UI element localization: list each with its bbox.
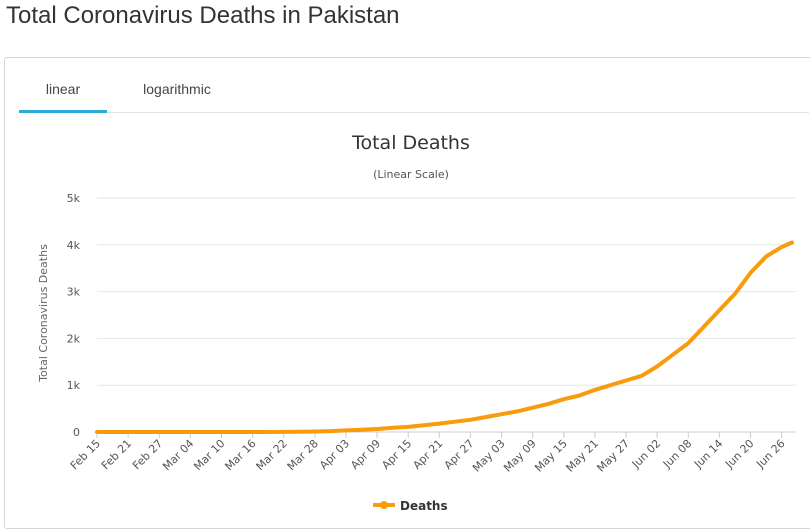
- legend-marker: [380, 501, 388, 509]
- y-tick-label: 0: [73, 426, 80, 439]
- x-tick-label: Apr 09: [348, 437, 383, 472]
- tab-linear[interactable]: linear: [19, 72, 107, 113]
- y-axis-ticks: 0 1k 2k 3k 4k 5k: [67, 192, 81, 439]
- gridlines: [97, 197, 796, 433]
- x-tick-label: Jun 02: [629, 437, 663, 471]
- x-tick-label: May 09: [501, 437, 539, 475]
- chart-subtitle: (Linear Scale): [373, 168, 449, 181]
- legend[interactable]: Deaths: [373, 499, 448, 513]
- x-tick-label: Mar 16: [222, 437, 258, 473]
- x-tick-label: Jun 20: [722, 437, 756, 471]
- y-axis-label: Total Coronavirus Deaths: [37, 244, 50, 383]
- series-line-deaths: [95, 240, 794, 434]
- x-tick-label: May 15: [532, 437, 570, 475]
- y-tick-label: 1k: [67, 379, 81, 392]
- x-tick-label: Mar 22: [254, 437, 290, 473]
- x-tick-label: May 03: [470, 437, 508, 475]
- x-tick-label: May 27: [594, 437, 632, 475]
- tab-logarithmic[interactable]: logarithmic: [143, 81, 211, 97]
- x-tick-label: Feb 15: [68, 437, 103, 472]
- chart-card: linear logarithmic: [4, 57, 810, 529]
- x-tick-label: Mar 10: [191, 437, 227, 473]
- y-tick-label: 2k: [67, 332, 81, 345]
- x-tick-label: Apr 15: [379, 437, 414, 472]
- y-tick-label: 5k: [67, 192, 81, 205]
- x-tick-label: Jun 08: [660, 437, 694, 471]
- x-tick-label: Apr 03: [317, 437, 352, 472]
- chart-svg: Total Deaths (Linear Scale) Total Corona…: [37, 132, 796, 513]
- x-tick-label: Feb 21: [99, 437, 134, 472]
- legend-label-deaths: Deaths: [400, 499, 448, 513]
- y-tick-label: 3k: [67, 286, 81, 299]
- x-tick-label: Jun 14: [691, 437, 725, 471]
- x-tick-label: Jun 26: [753, 437, 787, 471]
- page-title: Total Coronavirus Deaths in Pakistan: [6, 2, 400, 29]
- x-tick-label: Feb 27: [130, 437, 165, 472]
- chart-title: Total Deaths: [351, 132, 470, 154]
- x-tick-label: May 21: [563, 437, 601, 475]
- x-tick-label: Apr 21: [410, 437, 445, 472]
- scale-tabs: linear logarithmic: [19, 72, 809, 113]
- x-tick-label: Mar 28: [285, 437, 321, 473]
- y-tick-label: 4k: [67, 239, 81, 252]
- x-tick-label: Mar 04: [160, 437, 196, 473]
